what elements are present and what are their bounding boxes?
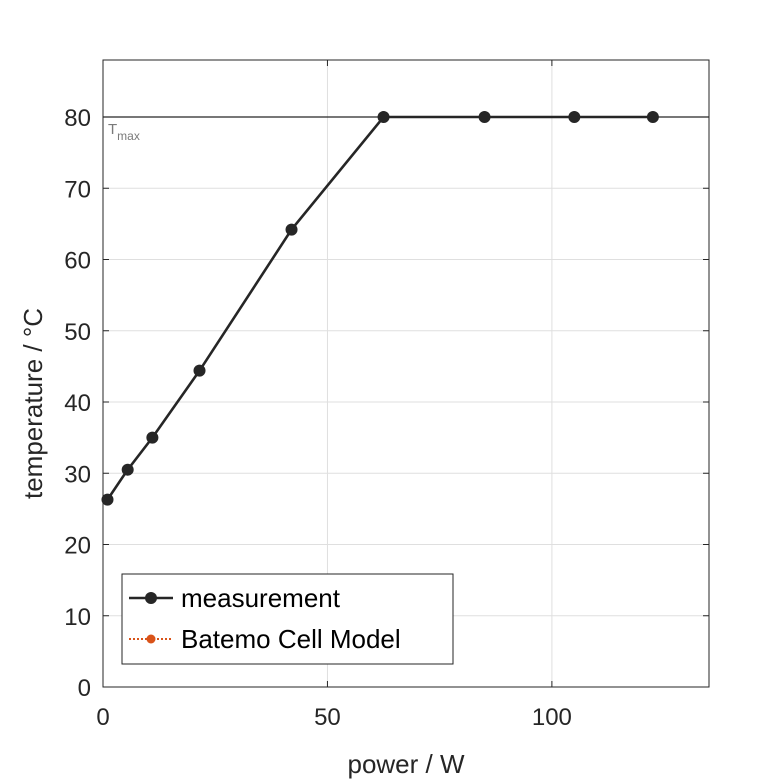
x-axis-ticks: 0 50 100 [96,60,572,731]
x-axis-label: power / W [347,749,464,779]
legend-marker [145,592,157,604]
series-line-0 [106,115,653,501]
data-point [568,111,581,123]
data-point [193,364,206,377]
data-point [285,223,298,236]
data-point [146,431,159,444]
data-point [121,463,134,476]
legend-marker [146,634,156,644]
plot-frame [102,59,710,688]
tmax-reference: Tmax [103,116,709,143]
y-tick-label: 70 [64,176,91,203]
data-point [101,493,114,506]
series-layer [101,111,659,506]
x-tick-label: 50 [314,704,341,731]
legend: measurement Batemo Cell Model [121,573,454,665]
y-tick-label: 20 [64,533,91,560]
data-point [377,111,390,123]
y-axis-label: temperature / °C [18,308,48,499]
y-tick-label: 10 [64,604,91,631]
y-axis-ticks: 0 10 20 30 40 50 60 70 80 [64,105,709,702]
data-point [646,111,659,123]
tmax-label: Tmax [108,121,140,143]
legend-label: Batemo Cell Model [181,624,401,654]
y-tick-label: 0 [78,675,91,702]
y-tick-label: 80 [64,105,91,132]
y-tick-label: 40 [64,390,91,417]
legend-label: measurement [181,583,341,613]
y-tick-label: 50 [64,319,91,346]
y-tick-label: 60 [64,248,91,275]
x-tick-label: 0 [96,704,109,731]
x-tick-label: 100 [532,704,572,731]
data-point [478,111,491,123]
y-tick-label: 30 [64,461,91,488]
legend-box [121,573,454,665]
